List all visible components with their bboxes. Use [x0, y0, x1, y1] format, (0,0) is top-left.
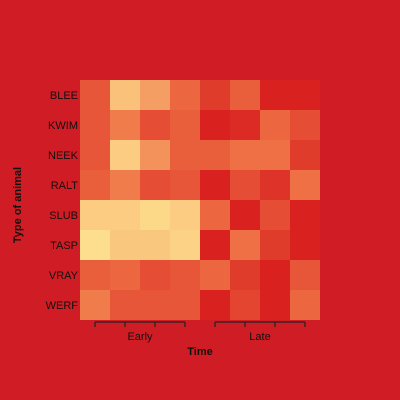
heatmap-cell-blee-6 — [230, 80, 260, 110]
heatmap-cell-ralt-5 — [200, 170, 230, 200]
heatmap-cell-tasp-2 — [110, 230, 140, 260]
heatmap-cell-vray-1 — [80, 260, 110, 290]
heatmap-cell-ralt-4 — [170, 170, 200, 200]
y-tick-label-werf: WERF — [46, 300, 79, 312]
heatmap-cell-kwim-1 — [80, 110, 110, 140]
heatmap-cell-neek-1 — [80, 140, 110, 170]
heatmap-cell-ralt-2 — [110, 170, 140, 200]
y-axis-title: Type of animal — [12, 167, 24, 243]
heatmap-cell-blee-8 — [290, 80, 320, 110]
heatmap-cell-kwim-4 — [170, 110, 200, 140]
heatmap-cell-werf-4 — [170, 290, 200, 320]
heatmap-cell-slub-1 — [80, 200, 110, 230]
heatmap-cell-blee-1 — [80, 80, 110, 110]
heatmap-cell-kwim-8 — [290, 110, 320, 140]
heatmap-cell-kwim-6 — [230, 110, 260, 140]
heatmap-cell-tasp-4 — [170, 230, 200, 260]
heatmap-cell-neek-2 — [110, 140, 140, 170]
heatmap-cell-vray-7 — [260, 260, 290, 290]
heatmap-cell-ralt-7 — [260, 170, 290, 200]
heatmap-cell-vray-5 — [200, 260, 230, 290]
heatmap-cell-tasp-5 — [200, 230, 230, 260]
heatmap-cell-werf-5 — [200, 290, 230, 320]
y-tick-label-tasp: TASP — [50, 240, 78, 252]
heatmap-cell-werf-7 — [260, 290, 290, 320]
heatmap-cell-vray-4 — [170, 260, 200, 290]
heatmap-cell-kwim-5 — [200, 110, 230, 140]
heatmap-cell-ralt-3 — [140, 170, 170, 200]
x-group-brackets: Early Late — [94, 321, 306, 343]
heatmap-cell-tasp-1 — [80, 230, 110, 260]
heatmap-cell-neek-6 — [230, 140, 260, 170]
heatmap-cell-slub-7 — [260, 200, 290, 230]
heatmap-cell-werf-1 — [80, 290, 110, 320]
heatmap-cell-neek-4 — [170, 140, 200, 170]
y-tick-label-neek: NEEK — [48, 150, 79, 162]
y-tick-label-kwim: KWIM — [48, 120, 78, 132]
heatmap-cell-kwim-3 — [140, 110, 170, 140]
heatmap-cell-vray-8 — [290, 260, 320, 290]
y-tick-label-blee: BLEE — [50, 90, 78, 102]
heatmap-cell-slub-6 — [230, 200, 260, 230]
heatmap-cell-tasp-8 — [290, 230, 320, 260]
heatmap-cell-tasp-7 — [260, 230, 290, 260]
x-axis-title: Time — [187, 346, 212, 358]
heatmap-cell-kwim-7 — [260, 110, 290, 140]
heatmap-cell-neek-7 — [260, 140, 290, 170]
heatmap-cell-tasp-6 — [230, 230, 260, 260]
heatmap-cell-slub-8 — [290, 200, 320, 230]
y-tick-label-slub: SLUB — [49, 210, 78, 222]
heatmap-cell-kwim-2 — [110, 110, 140, 140]
x-group-label-early: Early — [127, 331, 153, 343]
heatmap-cell-blee-7 — [260, 80, 290, 110]
heatmap-cell-slub-2 — [110, 200, 140, 230]
y-tick-labels: BLEE KWIM NEEK RALT SLUB TASP VRAY WERF — [46, 90, 79, 312]
y-tick-label-vray: VRAY — [49, 270, 79, 282]
heatmap-cell-ralt-8 — [290, 170, 320, 200]
heatmap-cell-ralt-1 — [80, 170, 110, 200]
heatmap-cell-tasp-3 — [140, 230, 170, 260]
heatmap-cell-werf-3 — [140, 290, 170, 320]
heatmap-cell-blee-2 — [110, 80, 140, 110]
heatmap-cell-werf-8 — [290, 290, 320, 320]
heatmap-cell-slub-4 — [170, 200, 200, 230]
heatmap-cell-neek-3 — [140, 140, 170, 170]
heatmap-cell-slub-5 — [200, 200, 230, 230]
heatmap-cell-neek-5 — [200, 140, 230, 170]
heatmap-cell-blee-3 — [140, 80, 170, 110]
heatmap-cell-vray-2 — [110, 260, 140, 290]
heatmap-cell-neek-8 — [290, 140, 320, 170]
heatmap-cell-werf-6 — [230, 290, 260, 320]
heatmap-cell-vray-6 — [230, 260, 260, 290]
heatmap-cells — [80, 80, 320, 320]
heatmap-cell-blee-5 — [200, 80, 230, 110]
heatmap-cell-blee-4 — [170, 80, 200, 110]
heatmap-cell-vray-3 — [140, 260, 170, 290]
heatmap-cell-slub-3 — [140, 200, 170, 230]
y-tick-label-ralt: RALT — [51, 180, 79, 192]
heatmap-cell-werf-2 — [110, 290, 140, 320]
x-group-label-late: Late — [249, 331, 270, 343]
heatmap-cell-ralt-6 — [230, 170, 260, 200]
